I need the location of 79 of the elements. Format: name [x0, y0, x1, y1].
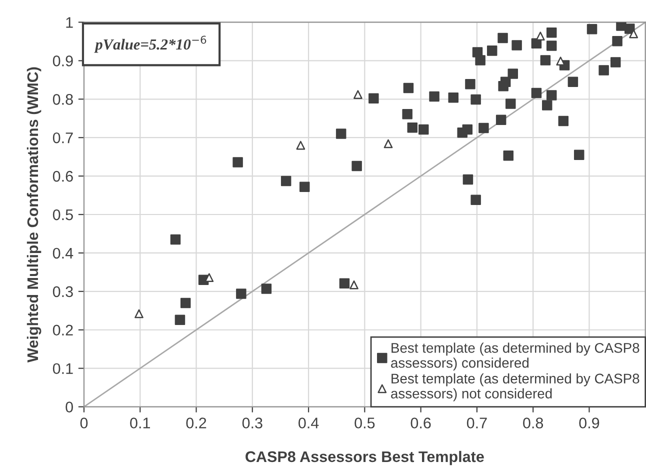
- point: [236, 288, 246, 299]
- x-tick-label: 0.8: [523, 418, 544, 428]
- point: [280, 176, 292, 186]
- x-tick-label: 0.5: [354, 418, 375, 428]
- point: [418, 124, 429, 135]
- point: [403, 82, 414, 94]
- point: [624, 24, 635, 34]
- x-axis-title: CASP8 Assessors Best Template: [246, 450, 484, 466]
- point: [296, 140, 306, 150]
- point: [368, 93, 379, 104]
- point: [299, 182, 310, 192]
- point: [350, 280, 358, 290]
- point: [470, 94, 481, 105]
- point: [174, 314, 186, 325]
- y-tick-label: 0.9: [52, 56, 73, 66]
- y-tick-label: 0.7: [52, 132, 73, 144]
- point: [498, 80, 508, 92]
- point: [546, 27, 557, 38]
- point: [448, 92, 458, 103]
- point: [558, 116, 569, 126]
- point: [402, 109, 412, 120]
- point: [470, 194, 481, 206]
- x-tick-label: 0.9: [579, 418, 600, 428]
- point: [384, 139, 393, 148]
- point: [496, 114, 506, 126]
- point: [462, 124, 473, 135]
- point: [462, 174, 474, 185]
- x-tick-label: 0.3: [242, 418, 262, 428]
- x-tick-label: 0.4: [298, 418, 319, 428]
- point: [568, 76, 578, 87]
- point: [336, 128, 346, 139]
- point: [475, 55, 486, 66]
- y-axis-title: Weighted Multiple Conformations (WMC): [26, 67, 42, 362]
- y-tick-label: 0.5: [52, 209, 73, 220]
- point: [498, 32, 508, 44]
- point: [506, 98, 516, 109]
- y-tick-label: 0.4: [52, 248, 74, 259]
- point: [170, 234, 181, 245]
- y-tick-label: 0.3: [52, 286, 73, 298]
- point: [486, 46, 498, 56]
- point: [540, 55, 551, 66]
- y-tick-label: 0.8: [52, 94, 73, 105]
- point: [339, 278, 350, 288]
- point: [429, 91, 440, 102]
- x-tick-label: 0.6: [410, 418, 431, 428]
- point: [586, 24, 598, 34]
- point: [478, 122, 489, 134]
- point: [352, 160, 362, 172]
- x-tick-label: 0.2: [186, 418, 206, 428]
- point: [407, 122, 418, 133]
- point: [354, 90, 362, 99]
- y-tick-label: 0.1: [52, 363, 73, 374]
- point: [465, 79, 476, 90]
- point: [610, 57, 621, 68]
- point: [612, 36, 622, 46]
- x-tick-label: 0: [80, 418, 88, 428]
- y-tick-label: 1: [66, 17, 73, 28]
- point: [503, 150, 514, 161]
- point: [508, 68, 518, 79]
- point: [531, 88, 542, 98]
- point: [546, 40, 557, 51]
- y-tick-label: 0: [66, 402, 73, 412]
- point: [598, 65, 609, 76]
- legend-label: Best template (as determined by CASP8 assessors) not considered: [391, 373, 640, 402]
- point: [180, 298, 191, 308]
- point: [261, 284, 272, 294]
- y-tick-label: 0.6: [52, 170, 73, 182]
- point: [512, 40, 522, 50]
- point: [546, 90, 557, 100]
- legend-label: Best template (as determined by CASP8 assessors) considered: [391, 342, 640, 371]
- point: [134, 309, 144, 318]
- point: [536, 32, 545, 41]
- x-tick-label: 0.1: [130, 418, 150, 428]
- y-tick-label: 0.2: [52, 324, 73, 336]
- annotation: pValue=5.2*10$^{−6}$: [94, 36, 206, 53]
- point: [232, 157, 243, 168]
- x-tick-label: 0.7: [466, 418, 487, 428]
- point: [574, 150, 584, 160]
- point: [542, 100, 552, 110]
